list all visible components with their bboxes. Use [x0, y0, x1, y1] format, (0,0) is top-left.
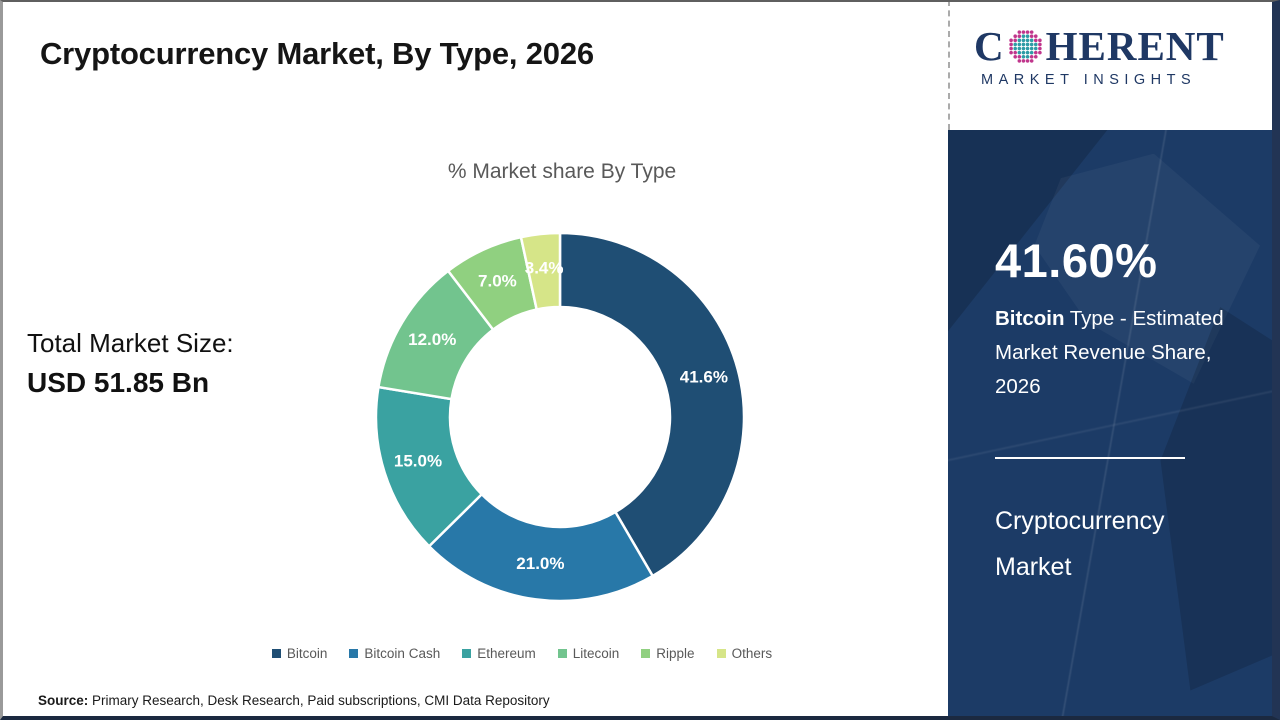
total-market-size: Total Market Size: USD 51.85 Bn: [27, 328, 234, 399]
legend-swatch: [462, 649, 472, 658]
legend-item: Others: [716, 646, 773, 661]
legend-label: Bitcoin Cash: [364, 646, 441, 661]
legend-swatch: [641, 649, 651, 658]
legend-swatch: [716, 649, 726, 658]
highlight-panel: 41.60% Bitcoin Type - Estimated Market R…: [948, 130, 1280, 720]
source-label: Source:: [38, 693, 89, 708]
brand-logo: C HERENT: [974, 26, 1225, 67]
donut-chart: 41.6% 21.0% 15.0% 12.0% 7.0% 3.4%: [374, 231, 746, 603]
page-title: Cryptocurrency Market, By Type, 2026: [40, 36, 594, 71]
legend-item: Litecoin: [557, 646, 620, 661]
donut-slice-bitcoin: [558, 231, 746, 578]
legend-label: Bitcoin: [286, 646, 328, 661]
divider-line: [995, 457, 1185, 459]
legend-label: Ethereum: [477, 646, 536, 661]
legend-swatch: [271, 649, 281, 658]
legend-item: Ripple: [641, 646, 695, 661]
highlight-stat-description: Bitcoin Type - Estimated Market Revenue …: [995, 302, 1239, 404]
slice-label: 41.6%: [680, 368, 728, 387]
source-note: Source: Primary Research, Desk Research,…: [38, 693, 550, 708]
chart-legend: Bitcoin Bitcoin Cash Ethereum Litecoin Rippl…: [132, 646, 912, 661]
legend-item: Ethereum: [462, 646, 536, 661]
globe-icon: [1008, 30, 1042, 63]
sidebar: C HERENT MARKET INSIGHTS 41.60% Bitcoin …: [948, 0, 1280, 720]
slice-label: 3.4%: [525, 258, 564, 277]
legend-item: Bitcoin Cash: [349, 646, 440, 661]
legend-label: Litecoin: [572, 646, 620, 661]
chart-area: Cryptocurrency Market, By Type, 2026 % M…: [27, 36, 912, 708]
legend-swatch: [557, 649, 567, 658]
source-text: Primary Research, Desk Research, Paid su…: [88, 693, 550, 708]
map-texture-lines: [948, 130, 1280, 720]
slice-label: 12.0%: [408, 330, 456, 349]
donut-slice-others: [519, 231, 562, 311]
total-market-value: USD 51.85 Bn: [27, 367, 210, 398]
chart-title: % Market share By Type: [447, 160, 677, 183]
logo-panel: C HERENT MARKET INSIGHTS: [948, 0, 1280, 130]
logo-text-end: HERENT: [1045, 23, 1225, 69]
total-market-label: Total Market Size:: [27, 328, 234, 358]
legend-label: Others: [731, 646, 773, 661]
slice-label: 15.0%: [394, 452, 442, 471]
logo-text-start: C: [974, 23, 1005, 69]
market-name: Cryptocurrency Market: [995, 507, 1165, 581]
donut-slice-bitcoin-cash: [427, 492, 655, 603]
legend-item: Bitcoin: [271, 646, 328, 661]
stat-desc-rest: Type - Estimated Market Revenue Share, 2…: [995, 307, 1224, 398]
stat-desc-bold: Bitcoin: [995, 307, 1065, 330]
legend-label: Ripple: [656, 646, 695, 661]
legend-swatch: [349, 649, 359, 658]
slice-label: 21.0%: [516, 554, 564, 573]
highlight-stat-value: 41.60%: [995, 234, 1158, 287]
slice-label: 7.0%: [478, 271, 517, 290]
logo-tagline: MARKET INSIGHTS: [981, 72, 1197, 88]
